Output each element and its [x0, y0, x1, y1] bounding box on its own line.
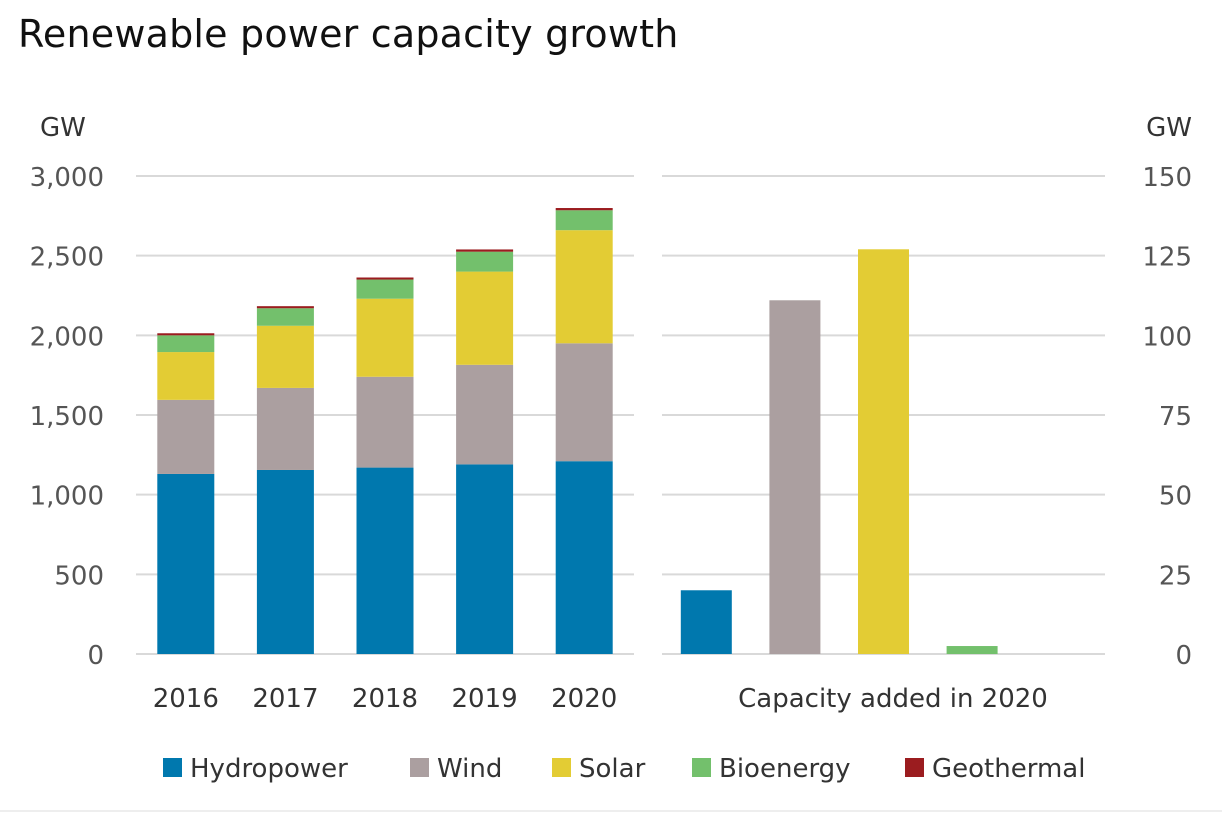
- added-bar-bioenergy: [946, 646, 998, 654]
- left-y-tick-label: 1,000: [30, 482, 104, 512]
- left-y-tick-label: 500: [54, 561, 104, 591]
- bar-bioenergy-2016: [157, 335, 215, 353]
- bar-solar-2018: [356, 298, 414, 377]
- right-y-tick-label: 75: [1159, 402, 1192, 432]
- bottom-divider: [0, 810, 1222, 812]
- legend-label-solar: Solar: [579, 754, 646, 784]
- bar-hydropower-2020: [555, 461, 613, 654]
- legend: Hydropower Wind Solar Bioenergy Geothermal: [163, 754, 1085, 784]
- left-y-tick-label: 2,500: [30, 243, 104, 273]
- bar-solar-2017: [256, 325, 314, 388]
- left-y-tick-labels: 0 500 1,000 1,500 2,000 2,500 3,000: [30, 163, 104, 671]
- x-tick-label: 2019: [452, 684, 518, 714]
- bar-solar-2016: [157, 352, 215, 400]
- bar-hydropower-2019: [456, 464, 514, 654]
- legend-swatch-hydropower: [163, 758, 182, 777]
- legend-label-hydropower: Hydropower: [190, 754, 348, 784]
- left-y-axis-label: GW: [40, 113, 86, 143]
- bar-wind-2020: [555, 343, 613, 462]
- bar-geothermal-2017: [256, 306, 314, 309]
- legend-swatch-wind: [410, 758, 429, 777]
- bar-hydropower-2017: [256, 469, 314, 654]
- x-tick-label: 2018: [352, 684, 418, 714]
- x-tick-label: 2020: [551, 684, 617, 714]
- bar-geothermal-2019: [456, 249, 514, 252]
- right-y-tick-label: 0: [1175, 641, 1192, 671]
- bar-bioenergy-2017: [256, 308, 314, 326]
- bar-bioenergy-2018: [356, 279, 414, 299]
- bar-bioenergy-2020: [555, 210, 613, 231]
- bar-hydropower-2018: [356, 467, 414, 654]
- right-y-tick-label: 50: [1159, 482, 1192, 512]
- right-y-tick-label: 25: [1159, 561, 1192, 591]
- legend-label-bioenergy: Bioenergy: [719, 754, 851, 784]
- legend-label-wind: Wind: [437, 754, 502, 784]
- right-y-tick-labels: 0 25 50 75 100 125 150: [1142, 163, 1192, 671]
- legend-swatch-bioenergy: [692, 758, 711, 777]
- bar-geothermal-2016: [157, 333, 215, 336]
- bar-wind-2016: [157, 399, 215, 474]
- added-bar-wind: [769, 300, 821, 654]
- right-y-tick-label: 100: [1142, 322, 1192, 352]
- bar-solar-2020: [555, 230, 613, 344]
- right-y-tick-label: 125: [1142, 243, 1192, 273]
- left-y-tick-label: 3,000: [30, 163, 104, 193]
- legend-swatch-geothermal: [905, 758, 924, 777]
- left-bars: [157, 208, 613, 654]
- bar-geothermal-2018: [356, 277, 414, 280]
- bar-geothermal-2020: [555, 208, 613, 211]
- added-bar-hydropower: [680, 590, 732, 654]
- x-tick-label: 2016: [153, 684, 219, 714]
- x-tick-label: 2017: [252, 684, 318, 714]
- bar-bioenergy-2019: [456, 251, 514, 272]
- legend-label-geothermal: Geothermal: [932, 754, 1085, 784]
- left-y-tick-label: 0: [87, 641, 104, 671]
- bar-wind-2017: [256, 387, 314, 470]
- right-bars: [680, 249, 998, 654]
- left-y-tick-label: 1,500: [30, 402, 104, 432]
- bar-solar-2019: [456, 271, 514, 365]
- left-y-tick-label: 2,000: [30, 322, 104, 352]
- legend-swatch-solar: [552, 758, 571, 777]
- bar-hydropower-2016: [157, 473, 215, 654]
- left-x-tick-labels: 2016 2017 2018 2019 2020: [153, 684, 618, 714]
- added-bar-solar: [858, 249, 909, 654]
- right-y-axis-label: GW: [1146, 113, 1192, 143]
- right-y-tick-label: 150: [1142, 163, 1192, 193]
- chart-title: Renewable power capacity growth: [18, 12, 679, 56]
- bar-wind-2018: [356, 376, 414, 468]
- right-x-axis-label: Capacity added in 2020: [738, 684, 1048, 714]
- bar-wind-2019: [456, 364, 514, 465]
